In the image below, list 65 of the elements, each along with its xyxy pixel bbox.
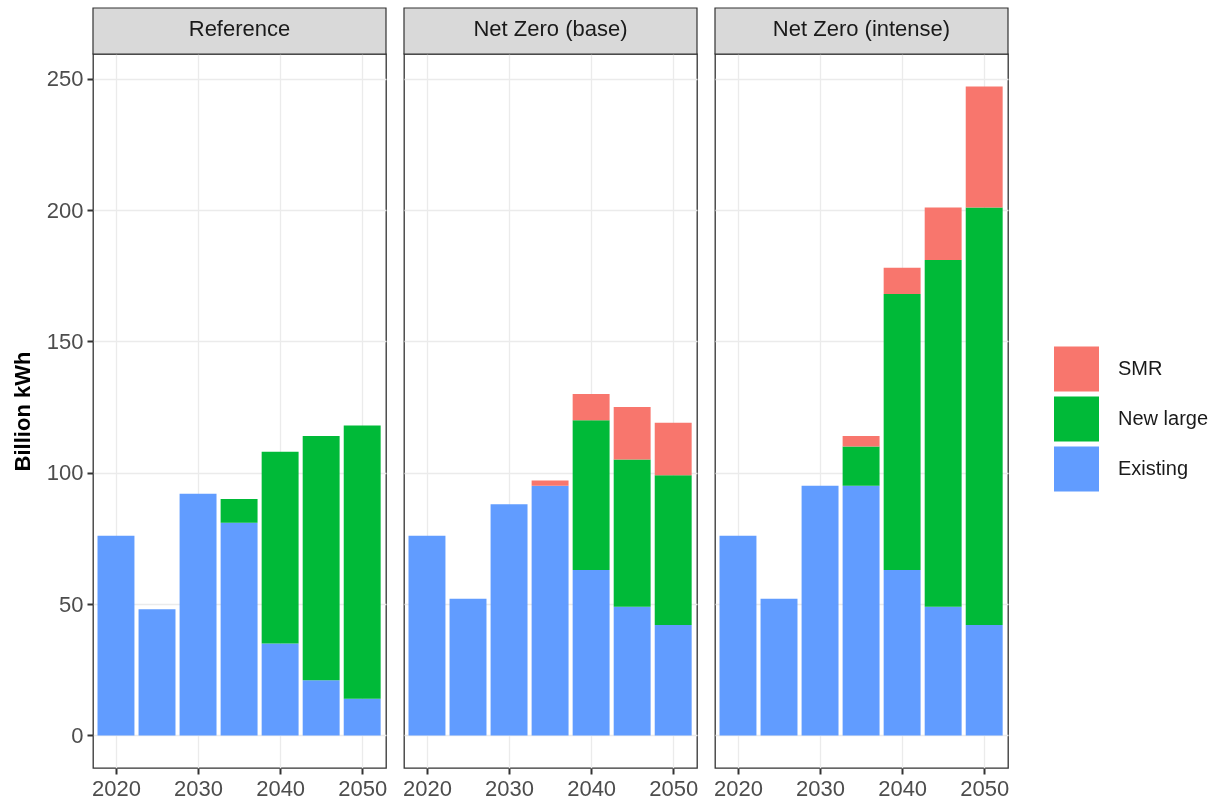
- bar: [261, 643, 299, 736]
- bar: [654, 422, 692, 476]
- bar: [531, 480, 569, 486]
- bar: [965, 625, 1003, 736]
- x-tick-label: 2020: [92, 775, 141, 801]
- bar: [965, 86, 1003, 208]
- bar: [924, 606, 962, 736]
- x-tick-label: 2020: [714, 775, 763, 801]
- bar: [654, 625, 692, 736]
- legend-label: New large: [1118, 407, 1209, 429]
- bar: [842, 446, 880, 486]
- y-tick-label: 50: [59, 591, 84, 617]
- bar: [924, 259, 962, 607]
- x-tick-label: 2020: [403, 775, 452, 801]
- bar: [261, 451, 299, 644]
- y-tick-label: 0: [71, 722, 84, 748]
- bar: [138, 609, 176, 736]
- bar: [572, 569, 610, 736]
- bar: [924, 207, 962, 260]
- x-tick-label: 2040: [567, 775, 617, 801]
- x-tick-label: 2050: [338, 775, 388, 801]
- bar: [842, 435, 880, 447]
- bar: [343, 698, 381, 736]
- legend-label: SMR: [1118, 357, 1163, 379]
- bar: [302, 680, 340, 736]
- bar: [719, 535, 757, 736]
- bar: [801, 485, 839, 736]
- bar: [343, 425, 381, 699]
- x-tick-label: 2050: [960, 775, 1010, 801]
- x-tick-label: 2030: [174, 775, 224, 801]
- y-axis-title: Billion kWh: [9, 351, 35, 472]
- x-tick-label: 2030: [485, 775, 535, 801]
- bar: [97, 535, 135, 736]
- chart-title: Net Zero (base): [473, 16, 628, 42]
- bar: [572, 420, 610, 570]
- bar: [572, 393, 610, 421]
- x-tick-label: 2040: [256, 775, 306, 801]
- bar: [613, 606, 651, 736]
- bar: [531, 485, 569, 736]
- bar: [842, 485, 880, 736]
- bar: [883, 569, 921, 736]
- y-tick-label: 250: [46, 66, 84, 92]
- bar: [760, 598, 798, 736]
- y-tick-label: 200: [46, 197, 84, 223]
- bar: [220, 499, 258, 523]
- bar: [613, 407, 651, 460]
- x-tick-label: 2050: [649, 775, 699, 801]
- y-tick-label: 100: [46, 460, 84, 486]
- chart-title: Net Zero (intense): [772, 16, 951, 42]
- bar: [302, 435, 340, 681]
- bar: [883, 294, 921, 570]
- bar: [449, 598, 487, 736]
- x-tick-label: 2040: [878, 775, 928, 801]
- bar: [490, 504, 528, 736]
- bar: [654, 475, 692, 626]
- bar: [408, 535, 446, 736]
- bar: [179, 493, 217, 736]
- x-tick-label: 2030: [796, 775, 846, 801]
- y-tick-label: 150: [46, 328, 84, 354]
- bar: [883, 267, 921, 295]
- bar: [965, 207, 1003, 626]
- bar: [613, 459, 651, 607]
- bar: [220, 522, 258, 736]
- legend-label: Existing: [1118, 457, 1189, 479]
- chart-title: Reference: [188, 16, 291, 42]
